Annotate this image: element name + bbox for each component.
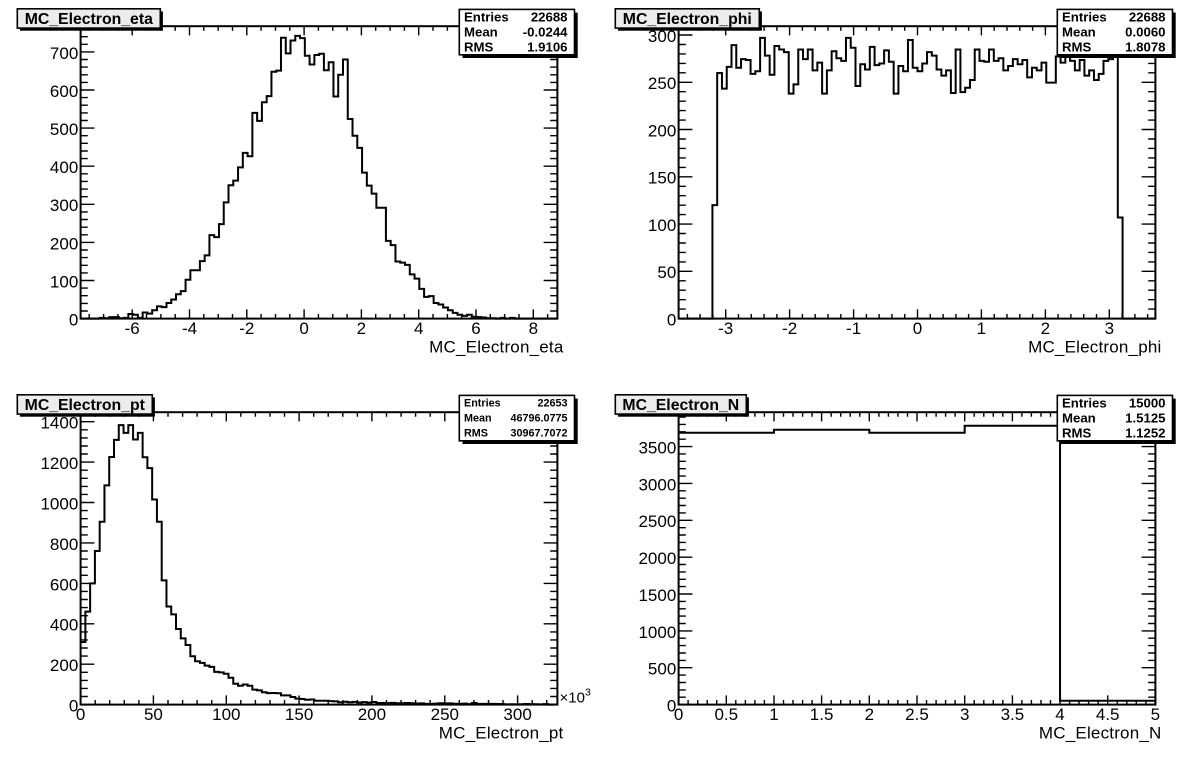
- svg-text:-3: -3: [718, 319, 733, 338]
- svg-text:Entries: Entries: [464, 9, 509, 24]
- svg-text:-6: -6: [125, 319, 140, 338]
- svg-text:50: 50: [657, 263, 676, 282]
- svg-text:MC_Electron_eta: MC_Electron_eta: [429, 338, 564, 357]
- svg-text:0: 0: [667, 311, 676, 330]
- svg-text:1400: 1400: [40, 414, 78, 433]
- svg-text:400: 400: [50, 616, 78, 635]
- svg-text:Entries: Entries: [464, 397, 501, 409]
- svg-text:1.1252: 1.1252: [1125, 426, 1165, 441]
- svg-text:-2: -2: [782, 319, 797, 338]
- svg-text:150: 150: [285, 705, 313, 724]
- svg-text:250: 250: [648, 74, 676, 93]
- svg-text:0: 0: [667, 697, 676, 716]
- svg-text:Mean: Mean: [464, 413, 492, 425]
- svg-text:5: 5: [1151, 705, 1160, 724]
- svg-text:500: 500: [648, 660, 676, 679]
- svg-text:4: 4: [414, 319, 423, 338]
- svg-text:0.5: 0.5: [714, 705, 738, 724]
- svg-text:Mean: Mean: [1062, 410, 1096, 425]
- svg-text:2000: 2000: [638, 549, 676, 568]
- svg-text:200: 200: [50, 234, 78, 253]
- svg-text:-4: -4: [182, 319, 197, 338]
- svg-text:1.9106: 1.9106: [527, 40, 567, 55]
- svg-text:3: 3: [1105, 319, 1114, 338]
- svg-text:-1: -1: [846, 319, 861, 338]
- svg-text:3.5: 3.5: [1001, 705, 1025, 724]
- svg-text:200: 200: [358, 705, 386, 724]
- svg-text:3500: 3500: [638, 439, 676, 458]
- svg-text:8: 8: [529, 319, 538, 338]
- svg-text:0: 0: [913, 319, 922, 338]
- svg-text:0.0060: 0.0060: [1125, 24, 1165, 39]
- svg-text:2: 2: [1041, 319, 1050, 338]
- svg-text:100: 100: [648, 216, 676, 235]
- svg-text:30967.7072: 30967.7072: [510, 427, 567, 439]
- svg-text:2: 2: [865, 705, 874, 724]
- svg-text:2.5: 2.5: [905, 705, 929, 724]
- svg-text:MC_Electron_phi: MC_Electron_phi: [1028, 338, 1161, 357]
- svg-text:500: 500: [50, 120, 78, 139]
- svg-text:22688: 22688: [531, 9, 568, 24]
- svg-text:0: 0: [69, 311, 78, 330]
- svg-text:MC_Electron_N: MC_Electron_N: [1039, 724, 1162, 743]
- svg-text:MC_Electron_pt: MC_Electron_pt: [439, 724, 564, 743]
- svg-text:MC_Electron_phi: MC_Electron_phi: [623, 11, 752, 28]
- svg-text:100: 100: [212, 705, 240, 724]
- svg-text:Mean: Mean: [464, 24, 498, 39]
- svg-text:600: 600: [50, 82, 78, 101]
- svg-text:1: 1: [977, 319, 986, 338]
- svg-text:200: 200: [648, 121, 676, 140]
- svg-text:RMS: RMS: [464, 40, 494, 55]
- svg-text:22653: 22653: [537, 397, 567, 409]
- svg-text:250: 250: [431, 705, 459, 724]
- svg-text:MC_Electron_eta: MC_Electron_eta: [25, 11, 153, 28]
- svg-text:2500: 2500: [638, 512, 676, 531]
- svg-text:0: 0: [76, 705, 85, 724]
- svg-text:400: 400: [50, 158, 78, 177]
- svg-text:46796.0775: 46796.0775: [510, 413, 567, 425]
- svg-text:1.8078: 1.8078: [1125, 40, 1165, 55]
- svg-text:-0.0244: -0.0244: [523, 24, 568, 39]
- svg-text:150: 150: [648, 169, 676, 188]
- svg-text:600: 600: [50, 575, 78, 594]
- svg-text:×103: ×103: [560, 687, 591, 707]
- svg-text:3: 3: [960, 705, 969, 724]
- svg-text:50: 50: [144, 705, 163, 724]
- svg-text:6: 6: [471, 319, 480, 338]
- svg-text:Entries: Entries: [1062, 395, 1107, 410]
- svg-text:4.5: 4.5: [1096, 705, 1120, 724]
- svg-text:MC_Electron_N: MC_Electron_N: [622, 397, 739, 414]
- svg-text:MC_Electron_pt: MC_Electron_pt: [25, 397, 146, 414]
- svg-text:0: 0: [69, 697, 78, 716]
- svg-text:1.5125: 1.5125: [1125, 410, 1165, 425]
- svg-text:RMS: RMS: [464, 427, 488, 439]
- svg-text:15000: 15000: [1129, 395, 1166, 410]
- svg-text:700: 700: [50, 44, 78, 63]
- svg-text:300: 300: [648, 27, 676, 46]
- svg-text:300: 300: [50, 196, 78, 215]
- svg-text:1: 1: [769, 705, 778, 724]
- svg-text:0: 0: [299, 319, 308, 338]
- svg-text:Mean: Mean: [1062, 24, 1096, 39]
- svg-text:22688: 22688: [1129, 9, 1166, 24]
- svg-text:1000: 1000: [40, 494, 78, 513]
- svg-text:100: 100: [50, 272, 78, 291]
- svg-text:1200: 1200: [40, 454, 78, 473]
- svg-text:-2: -2: [239, 319, 254, 338]
- svg-text:Entries: Entries: [1062, 9, 1107, 24]
- svg-text:200: 200: [50, 656, 78, 675]
- svg-text:800: 800: [50, 535, 78, 554]
- svg-text:3000: 3000: [638, 475, 676, 494]
- svg-text:0: 0: [674, 705, 683, 724]
- svg-text:1500: 1500: [638, 586, 676, 605]
- svg-text:RMS: RMS: [1062, 40, 1092, 55]
- svg-text:2: 2: [357, 319, 366, 338]
- svg-text:RMS: RMS: [1062, 426, 1092, 441]
- svg-text:300: 300: [503, 705, 531, 724]
- svg-text:1000: 1000: [638, 623, 676, 642]
- svg-text:4: 4: [1055, 705, 1064, 724]
- svg-text:1.5: 1.5: [810, 705, 834, 724]
